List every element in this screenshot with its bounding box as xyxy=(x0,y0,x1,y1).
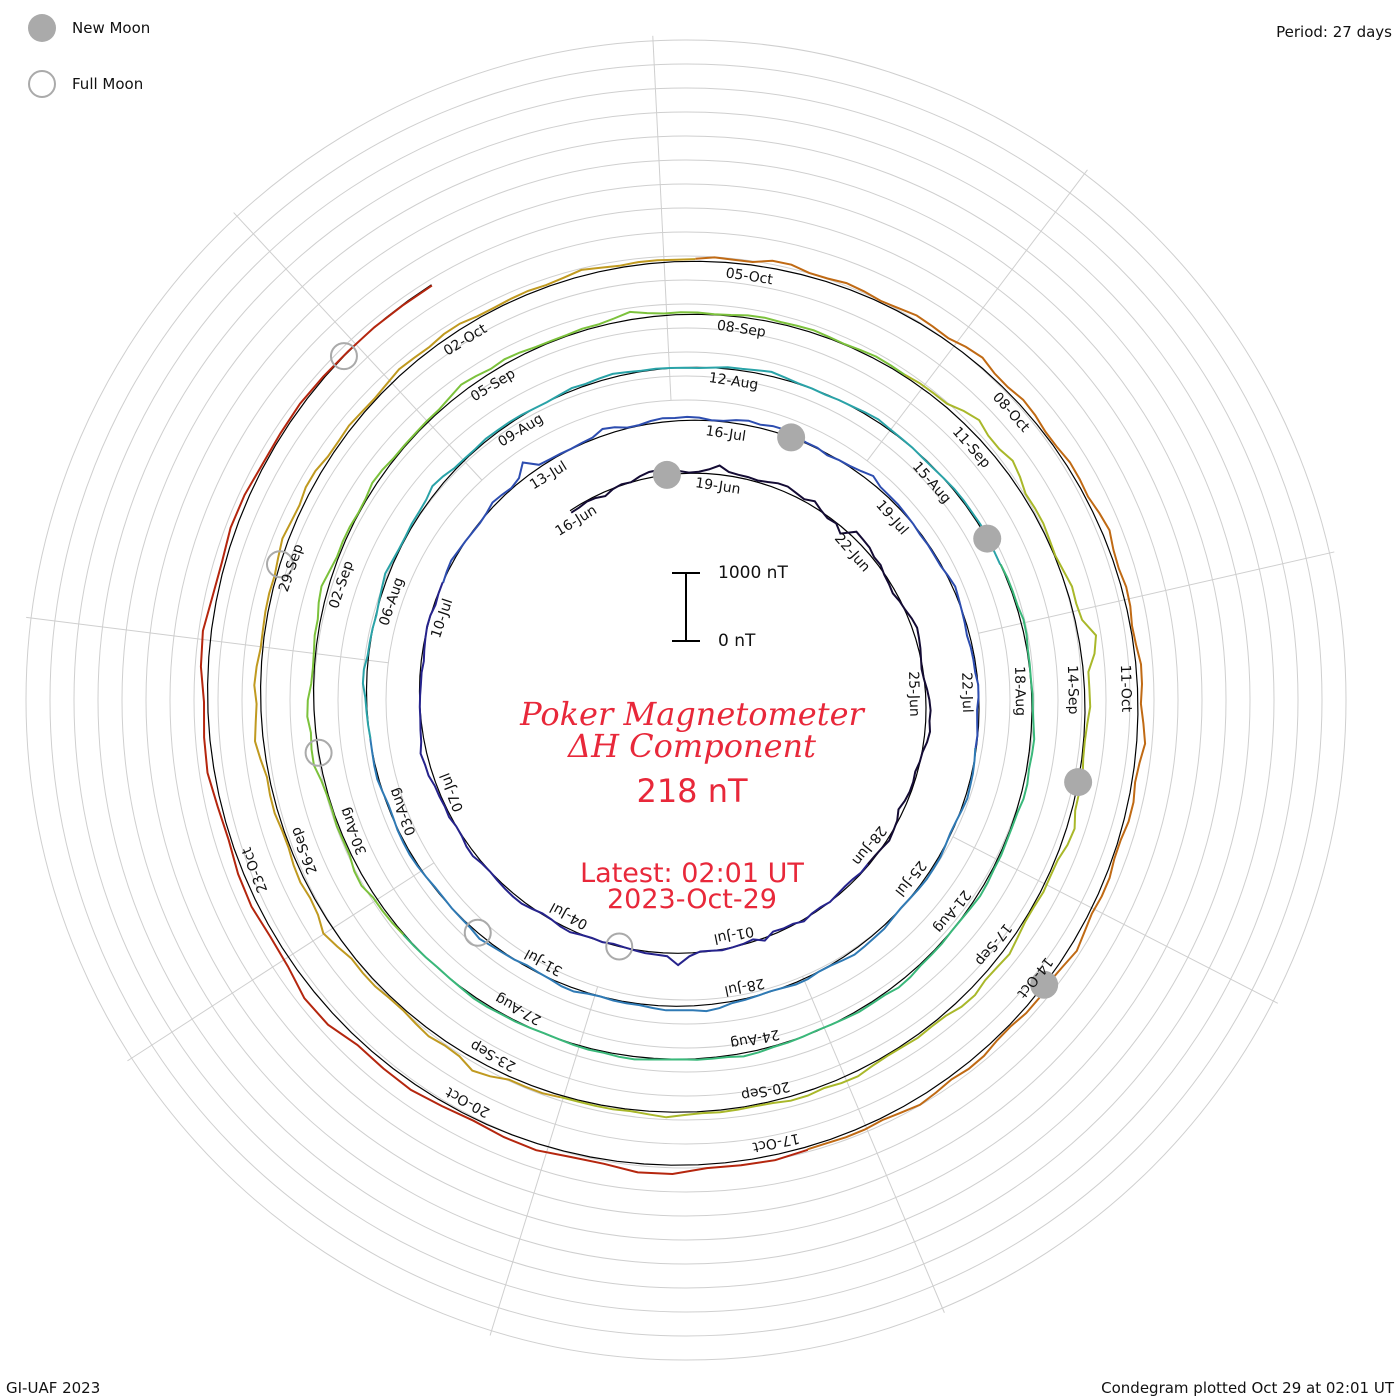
new-moon-label: New Moon xyxy=(72,19,151,37)
latest-time: Latest: 02:01 UT xyxy=(580,858,804,889)
full-moon-marker xyxy=(304,738,333,767)
date-label: 08-Sep xyxy=(716,318,767,341)
grid-ring xyxy=(25,39,1347,1361)
latest-date: 2023-Oct-29 xyxy=(607,884,777,915)
scale-bar xyxy=(672,572,700,642)
full-moon-label: Full Moon xyxy=(72,75,144,93)
footer-plotted: Condegram plotted Oct 29 at 02:01 UT xyxy=(1101,1379,1394,1397)
grid-ring xyxy=(385,399,987,1001)
period-label: Period: 27 days xyxy=(1276,23,1392,41)
date-label: 14-Sep xyxy=(1064,665,1081,715)
date-label: 11-Oct xyxy=(1117,664,1134,712)
legend-full-moon: Full Moon xyxy=(28,70,143,98)
grid-spoke xyxy=(866,169,1088,462)
new-moon-marker xyxy=(777,423,806,452)
grid-ring xyxy=(361,375,1011,1025)
series-line xyxy=(306,310,906,936)
date-label: 22-Jul xyxy=(958,672,975,713)
series-line xyxy=(361,366,1002,739)
grid-spoke xyxy=(489,986,599,1336)
grid-ring xyxy=(49,63,1323,1337)
grid-spoke xyxy=(802,976,945,1313)
grid-ring xyxy=(169,183,1203,1217)
scale-bottom-label: 0 nT xyxy=(718,631,756,651)
grid-spoke xyxy=(652,35,672,401)
legend-new-moon: New Moon xyxy=(28,14,150,42)
date-label: 18-Aug xyxy=(1011,666,1028,716)
grid-spoke xyxy=(26,616,389,664)
footer-credit: GI-UAF 2023 xyxy=(6,1379,101,1397)
scale-top-label: 1000 nT xyxy=(718,563,788,583)
date-label: 05-Oct xyxy=(725,265,775,288)
date-label: 10-Jul xyxy=(428,597,456,641)
date-label: 19-Jul xyxy=(872,497,911,538)
chart-title: Poker Magnetometer xyxy=(520,695,864,733)
full-moon-marker xyxy=(329,342,358,371)
moon-markers xyxy=(265,342,1093,999)
full-moon-icon xyxy=(28,70,56,98)
date-label: 25-Jun xyxy=(905,671,922,717)
grid-ring xyxy=(337,351,1035,1049)
date-label: 28-Jul xyxy=(723,975,766,999)
series-line xyxy=(442,415,980,749)
date-label: 20-Sep xyxy=(740,1078,792,1104)
date-label: 12-Aug xyxy=(708,370,760,393)
grid-ring xyxy=(73,87,1299,1313)
series-line xyxy=(253,258,696,1099)
series-line xyxy=(695,256,1147,1151)
grid-spoke xyxy=(127,862,435,1062)
chart-subtitle: ΔH Component xyxy=(567,727,817,765)
series-layer xyxy=(199,256,1147,1176)
date-label: 31-Jul xyxy=(522,946,565,979)
date-label: 22-Jun xyxy=(831,531,873,576)
full-moon-marker xyxy=(463,918,492,947)
grid-ring xyxy=(265,279,1107,1121)
full-moon-marker xyxy=(605,932,634,961)
new-moon-marker xyxy=(1030,970,1059,999)
series-line xyxy=(418,582,869,967)
current-value: 218 nT xyxy=(636,772,748,810)
grid-ring xyxy=(241,255,1131,1145)
grid-ring xyxy=(193,207,1179,1193)
grid-ring xyxy=(217,231,1155,1169)
series-line xyxy=(199,284,809,1176)
new-moon-marker xyxy=(973,524,1002,553)
date-label: 19-Jun xyxy=(694,475,741,498)
grid-ring xyxy=(97,111,1275,1289)
date-label: 30-Aug xyxy=(337,805,370,857)
grid-ring xyxy=(289,303,1083,1097)
date-label: 16-Jul xyxy=(704,423,746,445)
grid-ring xyxy=(121,135,1251,1265)
new-moon-icon xyxy=(28,14,56,42)
grid-spoke xyxy=(233,212,483,481)
series-line xyxy=(369,738,977,1013)
date-label: 16-Jun xyxy=(553,502,600,539)
series-line xyxy=(559,373,1098,1119)
date-label: 01-Jul xyxy=(712,923,755,947)
new-moon-marker xyxy=(1064,768,1093,797)
grid-ring xyxy=(145,159,1227,1241)
grid-spoke xyxy=(978,551,1335,634)
date-label: 17-Oct xyxy=(751,1130,801,1155)
grid-spoke xyxy=(952,836,1279,1004)
series-line xyxy=(402,563,1036,1061)
polar-grid xyxy=(25,35,1347,1361)
new-moon-marker xyxy=(652,460,681,489)
full-moon-marker xyxy=(265,550,294,579)
